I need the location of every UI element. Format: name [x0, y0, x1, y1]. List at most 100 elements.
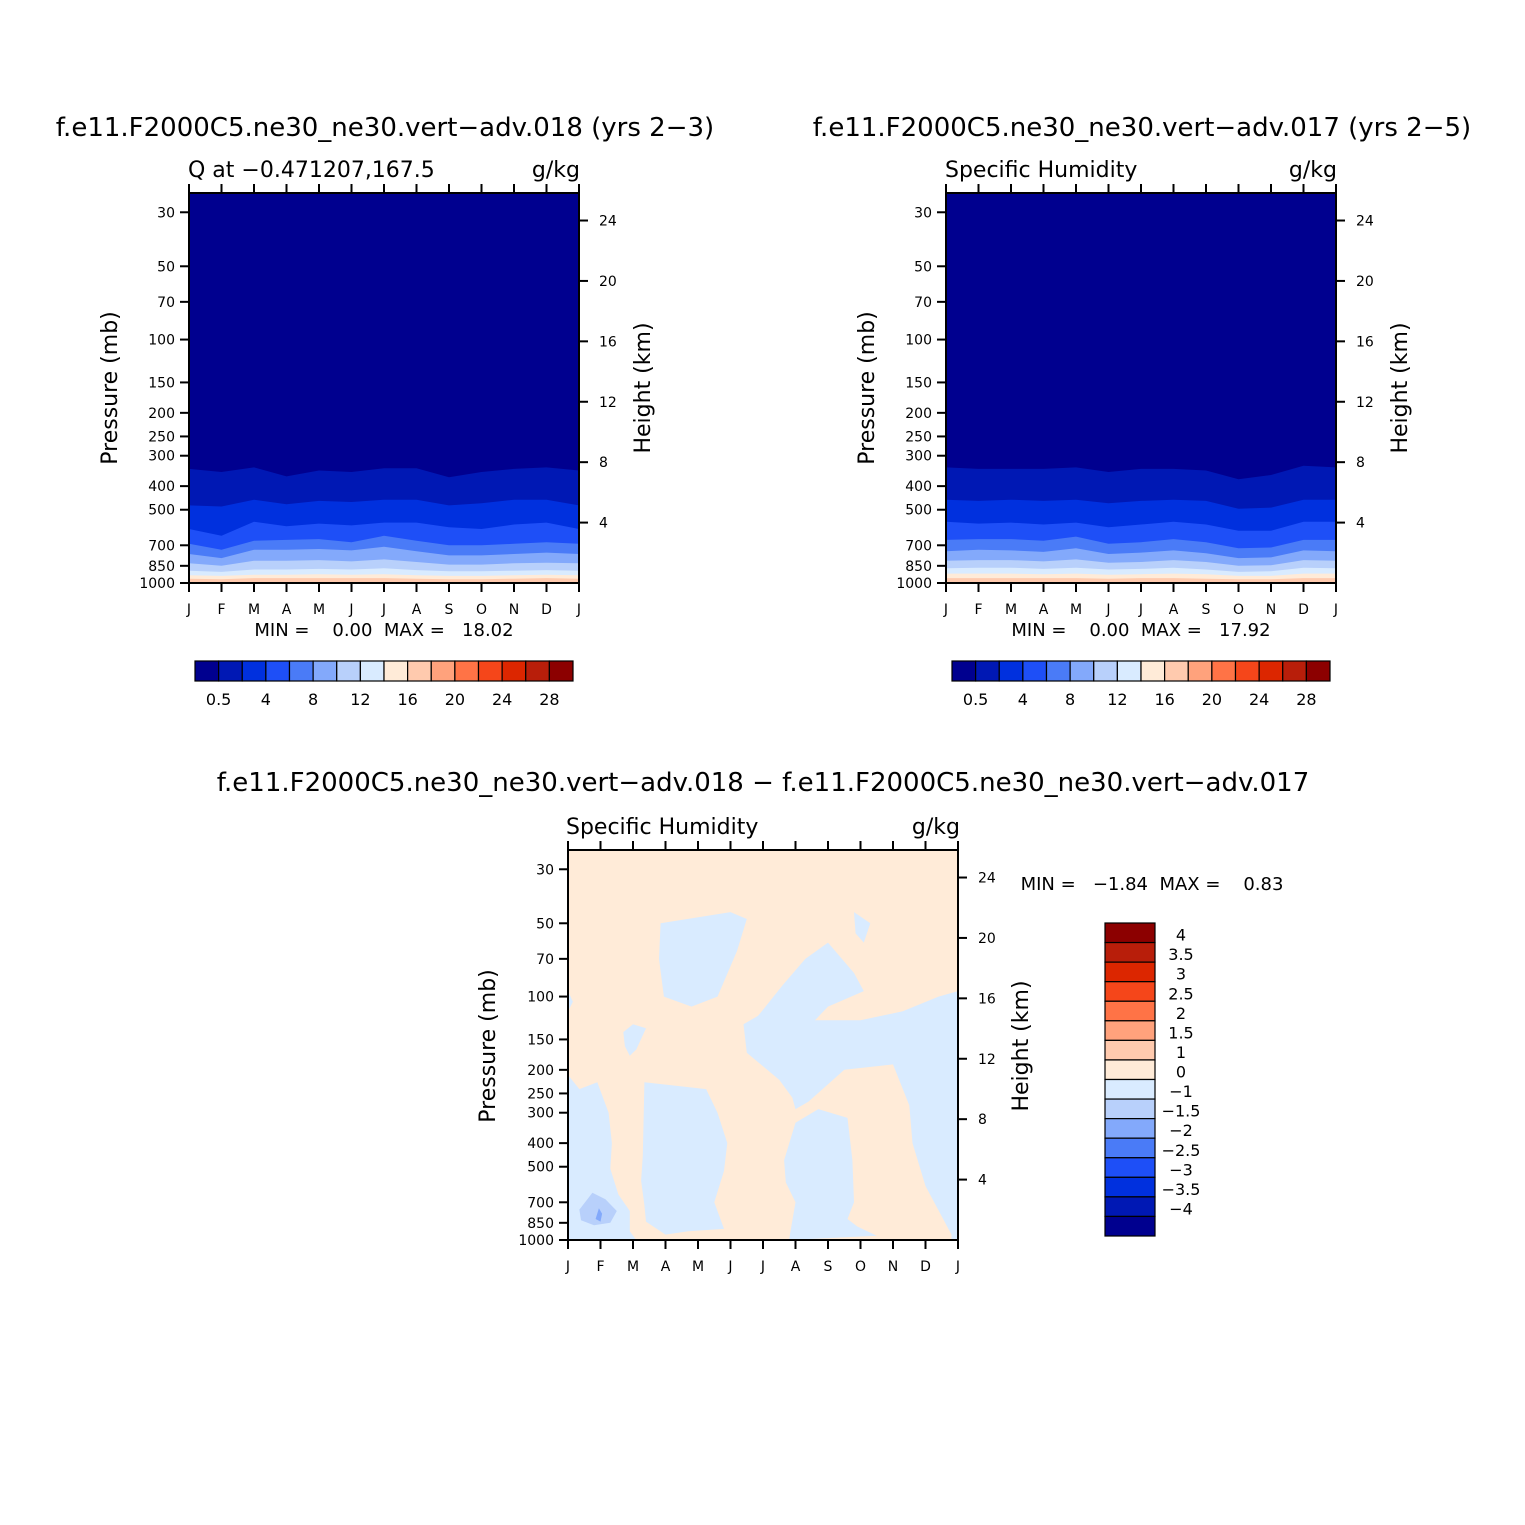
y-tick-label: 100: [527, 990, 554, 1006]
colorbar-label: −2.5: [1162, 1141, 1201, 1160]
colorbar-swatch: [525, 660, 550, 682]
colorbar-swatch: [1104, 1020, 1156, 1041]
colorbar-label: 0.5: [206, 690, 231, 709]
panel-case018: f.e11.F2000C5.ne30_ne30.vert−adv.018 (yr…: [56, 113, 714, 709]
y-tick-label: 1000: [896, 576, 932, 592]
x-tick-label: M: [1005, 602, 1017, 618]
y-axis-title: Pressure (mb): [855, 311, 880, 465]
y-axis-title: Pressure (mb): [476, 969, 501, 1123]
y-tick-label: 850: [148, 559, 175, 575]
contour-region: [659, 912, 747, 1007]
y2-tick-label: 8: [1356, 455, 1365, 471]
y-tick-label: 250: [527, 1086, 554, 1102]
colorbar-swatch: [1069, 660, 1095, 682]
colorbar-label: 12: [350, 690, 370, 709]
min-max-stats: MIN = −1.84 MAX = 0.83: [1021, 874, 1284, 895]
x-tick-label: M: [1070, 602, 1082, 618]
colorbar: 0.5 4 8 12 16 20 24 28: [194, 660, 574, 709]
plot-area: J F M A M J J A S O N D J 30 50 70 100 150 200 250 300 400 500…: [896, 184, 1374, 618]
x-tick-label: F: [217, 602, 225, 618]
y2-tick-label: 16: [1356, 334, 1374, 350]
x-tick-label: F: [596, 1259, 604, 1275]
units-label: g/kg: [1289, 158, 1337, 183]
y-tick-label: 150: [148, 375, 175, 391]
left-label: Q at −0.471207,167.5: [188, 158, 435, 183]
x-tick-label: J: [186, 602, 191, 618]
y-tick-label: 100: [148, 333, 175, 349]
colorbar-swatch: [1305, 660, 1331, 682]
x-tick-label: M: [313, 602, 325, 618]
x-tick-label: M: [627, 1259, 639, 1275]
contour-region: [854, 912, 871, 943]
x-tick-label: D: [1298, 602, 1309, 618]
y2-tick-label: 24: [978, 871, 996, 887]
contour-region: [623, 1024, 646, 1056]
panel-case017: f.e11.F2000C5.ne30_ne30.vert−adv.017 (yr…: [813, 113, 1471, 709]
x-tick-label: S: [445, 602, 454, 618]
colorbar-swatch: [1104, 981, 1156, 1002]
y2-tick-label: 4: [1356, 516, 1365, 532]
y-tick-label: 700: [527, 1195, 554, 1211]
x-tick-label: J: [1333, 602, 1338, 618]
colorbar-label: 8: [1065, 690, 1075, 709]
y-tick-label: 200: [148, 406, 175, 422]
colorbar-swatch: [1104, 941, 1156, 963]
colorbar-swatch: [1140, 660, 1166, 682]
colorbar-swatch: [1258, 660, 1284, 682]
colorbar-swatch: [1045, 660, 1071, 682]
x-tick-label: A: [1039, 602, 1049, 618]
contour-fills: [189, 193, 579, 583]
colorbar-label: 12: [1107, 690, 1127, 709]
x-tick-label: N: [888, 1259, 898, 1275]
colorbar-swatch: [1104, 1157, 1156, 1178]
y2-axis-title: Height (km): [631, 322, 656, 453]
y2-tick-label: 8: [599, 455, 608, 471]
colorbar-label: 0.5: [963, 690, 988, 709]
colorbar-label: 4: [1176, 926, 1186, 945]
y-tick-label: 500: [527, 1160, 554, 1176]
y-tick-label: 30: [157, 205, 175, 221]
colorbar-swatch: [1211, 660, 1237, 682]
x-tick-label: N: [1266, 602, 1276, 618]
colorbar-swatch: [1104, 1176, 1156, 1198]
y-tick-label: 700: [148, 538, 175, 554]
x-tick-label: A: [791, 1259, 801, 1275]
units-label: g/kg: [532, 158, 580, 183]
y2-tick-label: 4: [978, 1173, 987, 1189]
colorbar-label: 24: [492, 690, 512, 709]
colorbar-swatch: [1104, 1059, 1156, 1081]
y2-tick-label: 12: [978, 1052, 996, 1068]
x-tick-label: J: [1138, 602, 1143, 618]
colorbar-swatch: [1104, 1137, 1156, 1159]
colorbar-swatch: [1022, 660, 1048, 682]
y-tick-label: 700: [905, 538, 932, 554]
y-tick-label: 50: [914, 259, 932, 275]
left-label: Specific Humidity: [945, 158, 1137, 183]
contour-region: [784, 1109, 877, 1240]
x-tick-label: O: [855, 1259, 866, 1275]
y-tick-label: 850: [905, 559, 932, 575]
x-tick-label: A: [1169, 602, 1179, 618]
x-tick-label: M: [692, 1259, 704, 1275]
colorbar-swatch: [1104, 1098, 1156, 1120]
colorbar-swatch: [241, 660, 267, 682]
colorbar-label: 28: [539, 690, 559, 709]
colorbar-label: −1: [1169, 1082, 1193, 1101]
colorbar-label: 1: [1176, 1043, 1186, 1062]
y-axis-title: Pressure (mb): [98, 311, 123, 465]
panel-title: f.e11.F2000C5.ne30_ne30.vert−adv.018 − f…: [217, 768, 1309, 798]
y-tick-label: 250: [905, 429, 932, 445]
colorbar-label: 16: [397, 690, 417, 709]
x-tick-label: J: [381, 602, 386, 618]
colorbar-label: 8: [308, 690, 318, 709]
y2-tick-label: 8: [978, 1112, 987, 1128]
colorbar-swatch: [1116, 660, 1142, 682]
x-tick-label: O: [476, 602, 487, 618]
colorbar-swatch: [407, 660, 432, 682]
colorbar-label: 20: [445, 690, 465, 709]
x-tick-label: J: [760, 1259, 765, 1275]
min-max-stats: MIN = 0.00 MAX = 18.02: [254, 620, 513, 641]
colorbar-swatch: [951, 660, 977, 682]
panel-difference: f.e11.F2000C5.ne30_ne30.vert−adv.018 − f…: [217, 768, 1309, 1275]
